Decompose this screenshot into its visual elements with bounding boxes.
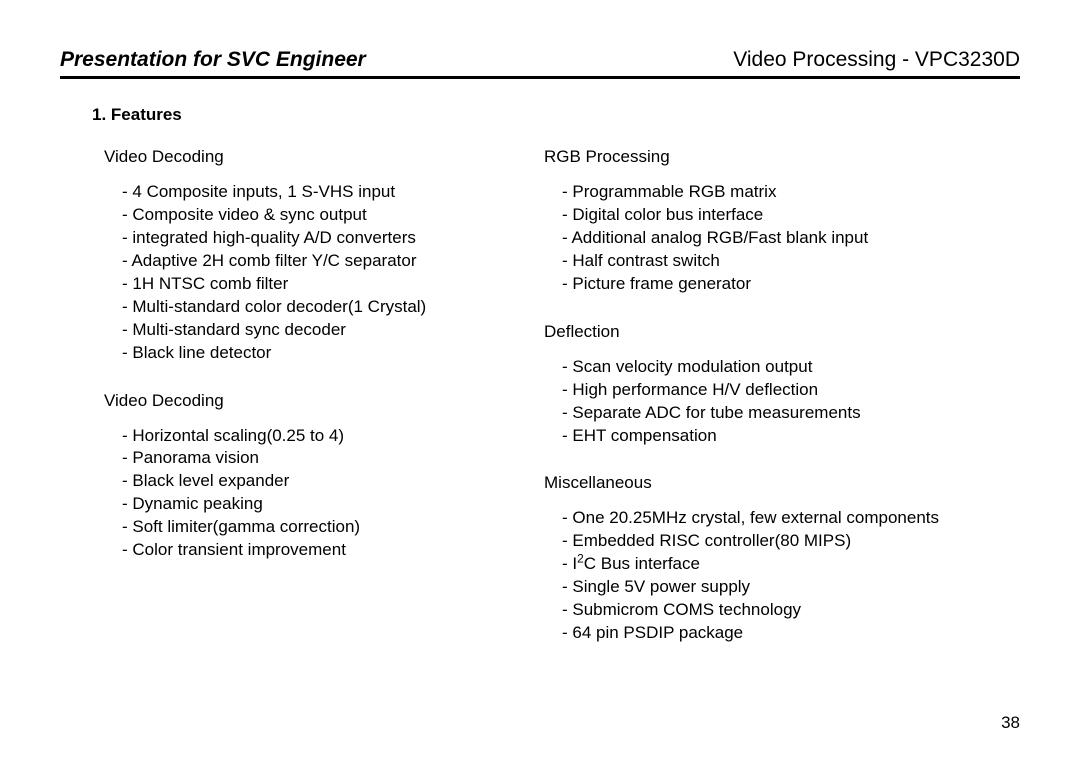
group-items: Horizontal scaling(0.25 to 4) Panorama v… — [104, 425, 504, 563]
group-title: Video Decoding — [104, 147, 504, 167]
list-item: 4 Composite inputs, 1 S-VHS input — [122, 181, 504, 204]
list-item: integrated high-quality A/D converters — [122, 227, 504, 250]
list-item: Dynamic peaking — [122, 493, 504, 516]
slide-page: Presentation for SVC Engineer Video Proc… — [0, 0, 1080, 763]
feature-group: Video Decoding Horizontal scaling(0.25 t… — [104, 391, 504, 563]
list-item: Embedded RISC controller(80 MIPS) — [562, 530, 1004, 553]
header-title-right: Video Processing - VPC3230D — [733, 48, 1020, 72]
group-items: Scan velocity modulation output High per… — [544, 356, 1004, 448]
list-item: Separate ADC for tube measurements — [562, 402, 1004, 425]
group-title: Deflection — [544, 322, 1004, 342]
list-item: Scan velocity modulation output — [562, 356, 1004, 379]
group-items: One 20.25MHz crystal, few external compo… — [544, 507, 1004, 645]
list-item: Digital color bus interface — [562, 204, 1004, 227]
list-item: Picture frame generator — [562, 273, 1004, 296]
list-item: I2C Bus interface — [562, 553, 1004, 576]
list-item: Programmable RGB matrix — [562, 181, 1004, 204]
header-title-left: Presentation for SVC Engineer — [60, 48, 366, 72]
group-items: Programmable RGB matrix Digital color bu… — [544, 181, 1004, 296]
slide-header: Presentation for SVC Engineer Video Proc… — [60, 48, 1020, 79]
list-item: EHT compensation — [562, 425, 1004, 448]
list-item: Submicrom COMS technology — [562, 599, 1004, 622]
list-item: Panorama vision — [122, 447, 504, 470]
list-item: Soft limiter(gamma correction) — [122, 516, 504, 539]
list-item: Single 5V power supply — [562, 576, 1004, 599]
list-item: Additional analog RGB/Fast blank input — [562, 227, 1004, 250]
feature-group: Miscellaneous One 20.25MHz crystal, few … — [544, 473, 1004, 645]
list-item: 64 pin PSDIP package — [562, 622, 1004, 645]
column-right: RGB Processing Programmable RGB matrix D… — [544, 147, 1004, 671]
feature-group: RGB Processing Programmable RGB matrix D… — [544, 147, 1004, 296]
content-columns: Video Decoding 4 Composite inputs, 1 S-V… — [60, 147, 1020, 671]
list-item: High performance H/V deflection — [562, 379, 1004, 402]
list-item: 1H NTSC comb filter — [122, 273, 504, 296]
section-title: 1. Features — [92, 105, 1020, 125]
feature-group: Video Decoding 4 Composite inputs, 1 S-V… — [104, 147, 504, 365]
list-item: Black line detector — [122, 342, 504, 365]
group-title: Miscellaneous — [544, 473, 1004, 493]
list-item: Composite video & sync output — [122, 204, 504, 227]
list-item: Multi-standard sync decoder — [122, 319, 504, 342]
list-item: One 20.25MHz crystal, few external compo… — [562, 507, 1004, 530]
group-title: Video Decoding — [104, 391, 504, 411]
list-item: Black level expander — [122, 470, 504, 493]
column-left: Video Decoding 4 Composite inputs, 1 S-V… — [104, 147, 504, 671]
list-item: Adaptive 2H comb filter Y/C separator — [122, 250, 504, 273]
group-items: 4 Composite inputs, 1 S-VHS input Compos… — [104, 181, 504, 365]
group-title: RGB Processing — [544, 147, 1004, 167]
page-number: 38 — [1001, 713, 1020, 733]
feature-group: Deflection Scan velocity modulation outp… — [544, 322, 1004, 448]
list-item: Color transient improvement — [122, 539, 504, 562]
list-item: Horizontal scaling(0.25 to 4) — [122, 425, 504, 448]
list-item: Half contrast switch — [562, 250, 1004, 273]
list-item: Multi-standard color decoder(1 Crystal) — [122, 296, 504, 319]
